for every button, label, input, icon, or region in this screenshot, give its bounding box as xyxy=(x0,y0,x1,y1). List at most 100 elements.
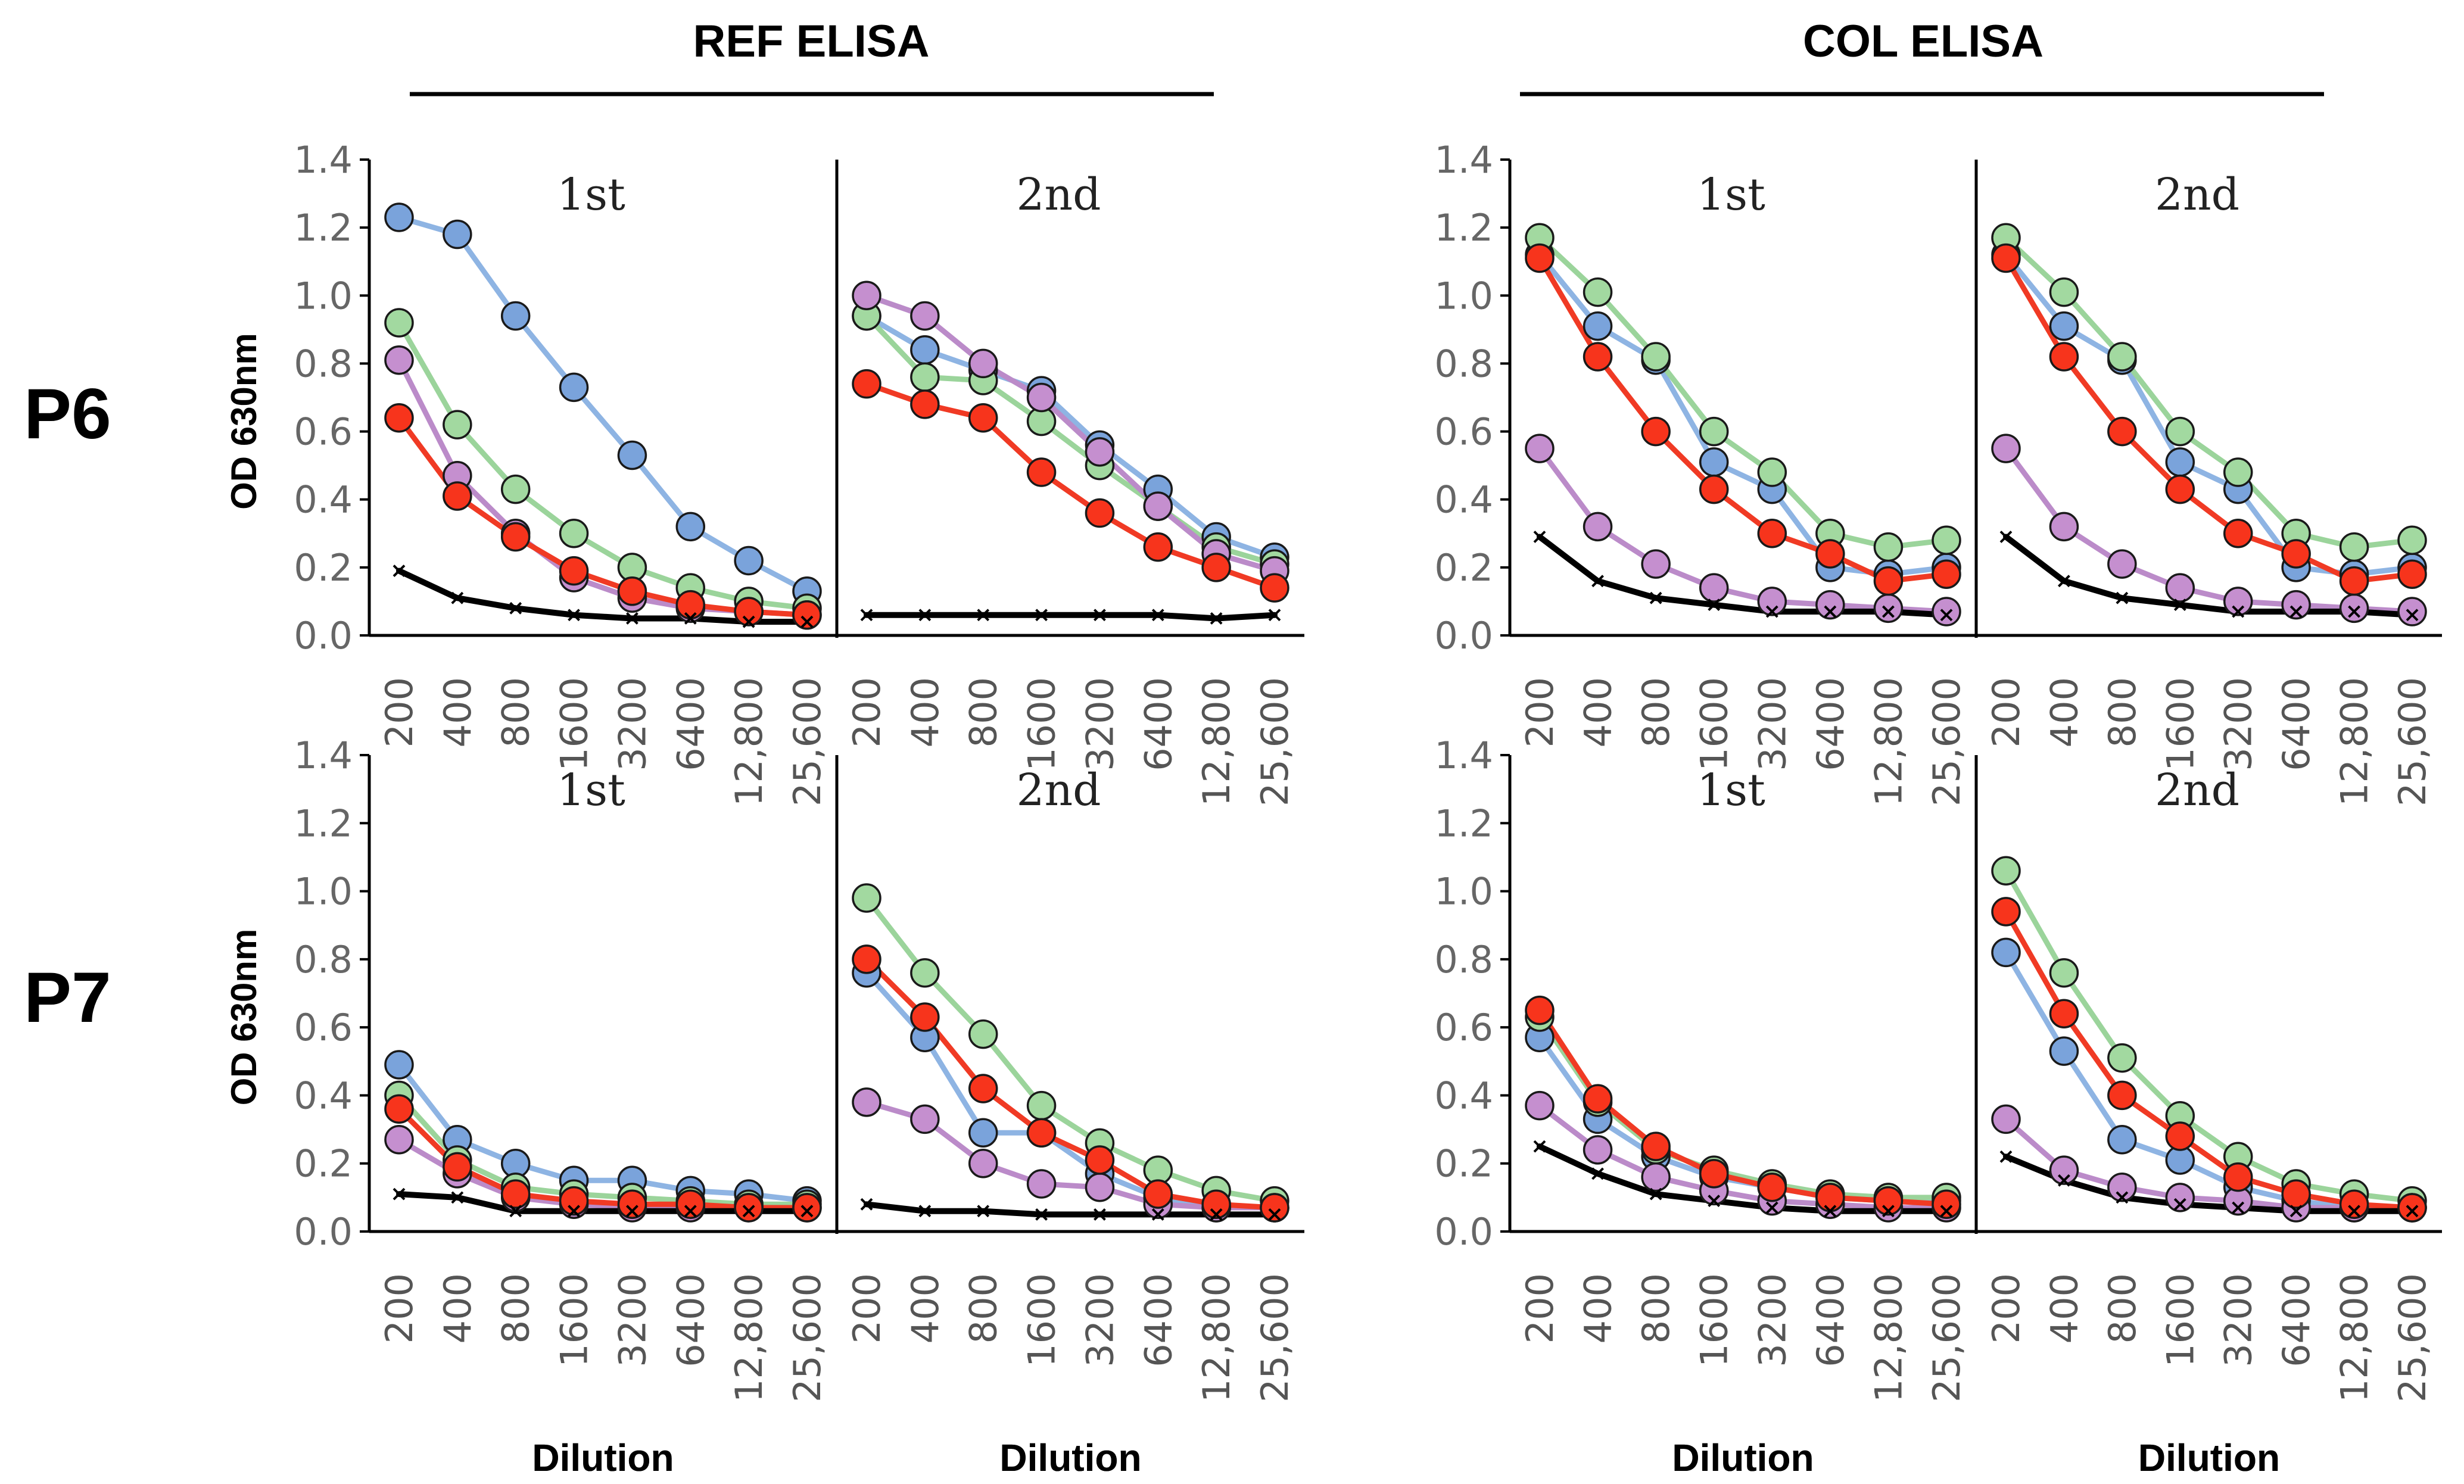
point-purple xyxy=(910,1104,940,1134)
point-control xyxy=(1999,1150,2013,1163)
point-control xyxy=(2406,1205,2419,1218)
y-tick-label: 1.2 xyxy=(294,802,353,845)
y-tick-label: 1.0 xyxy=(1434,274,1493,317)
point-red xyxy=(1201,553,1231,582)
point-red xyxy=(2281,539,2311,569)
point-purple xyxy=(1085,1172,1115,1202)
y-tick-label: 1.4 xyxy=(1434,138,1493,182)
point-control xyxy=(1649,1187,1662,1201)
point-green xyxy=(2107,1043,2137,1073)
point-red xyxy=(500,1179,531,1209)
y-tick-label: 0.6 xyxy=(1434,1006,1493,1049)
x-tick-label: 400 xyxy=(436,1273,479,1343)
point-green xyxy=(443,410,472,439)
point-red xyxy=(2107,416,2137,447)
series-line-control xyxy=(864,612,1278,622)
point-control xyxy=(2173,598,2186,612)
point-control xyxy=(918,1205,932,1218)
point-control xyxy=(1708,1195,1721,1207)
point-blue xyxy=(2049,311,2079,341)
x-axis-label: Dilution xyxy=(999,1436,1141,1479)
y-tick-label: 0.4 xyxy=(1434,1074,1493,1117)
point-purple xyxy=(2281,590,2311,620)
point-purple xyxy=(1699,573,1729,603)
x-tick-label: 1600 xyxy=(1693,1273,1736,1367)
point-green xyxy=(1991,856,2021,886)
point-red xyxy=(910,1002,940,1032)
x-tick-label: 200 xyxy=(845,677,889,747)
point-red xyxy=(443,1152,472,1182)
x-tick-label: 3200 xyxy=(2217,677,2260,771)
point-red xyxy=(968,1074,998,1103)
group-title-col-elisa: COL ELISA xyxy=(1803,16,2044,67)
point-purple xyxy=(1991,1104,2021,1134)
x-tick-label: 25,600 xyxy=(2391,1273,2434,1402)
point-red xyxy=(1260,573,1289,603)
x-tick-label: 200 xyxy=(1518,677,1562,747)
point-control xyxy=(1882,605,1895,618)
point-control xyxy=(2348,605,2360,618)
x-tick-label: 25,600 xyxy=(786,1273,829,1402)
point-green xyxy=(1583,277,1613,307)
x-axis-label: Dilution xyxy=(1672,1436,1814,1479)
point-red xyxy=(1641,1131,1671,1161)
point-red xyxy=(675,1189,706,1220)
point-control xyxy=(2058,1174,2070,1187)
point-purple xyxy=(968,348,998,379)
x-tick-label: 12,800 xyxy=(1195,677,1238,806)
point-control xyxy=(977,609,990,622)
point-green xyxy=(2049,277,2079,307)
point-control xyxy=(1999,531,2013,543)
x-tick-label: 400 xyxy=(904,677,947,747)
x-tick-label: 200 xyxy=(378,677,421,747)
x-tick-label: 12,800 xyxy=(1195,1273,1238,1402)
point-red xyxy=(910,389,940,419)
x-tick-label: 1600 xyxy=(553,1273,596,1367)
point-purple xyxy=(2107,1172,2137,1202)
point-green xyxy=(1026,1090,1057,1121)
point-red xyxy=(1583,1084,1613,1114)
point-control xyxy=(2289,605,2303,618)
point-red xyxy=(2397,559,2427,590)
x-axis-label: Dilution xyxy=(999,1436,1141,1479)
point-control xyxy=(626,612,638,625)
x-tick-label: 3200 xyxy=(1078,677,1122,771)
chart-ref-elisa-p7: 0.0 0.2 0.4 0.6 0.8 1.0 1.2 1.4 OD 630nm 1st 200 40… xyxy=(224,734,1304,1479)
point-blue xyxy=(734,545,764,576)
point-purple xyxy=(1026,1169,1057,1199)
group-title-ref-elisa: REF ELISA xyxy=(693,16,930,67)
point-blue xyxy=(384,202,414,232)
point-blue xyxy=(910,335,940,365)
point-control xyxy=(451,591,464,604)
panel-title: 2nd xyxy=(1016,765,1101,816)
y-tick-label: 0.0 xyxy=(294,614,353,657)
point-red xyxy=(1201,1189,1231,1220)
point-control xyxy=(451,1191,464,1204)
point-green xyxy=(384,308,414,338)
x-tick-label: 800 xyxy=(1634,1273,1678,1343)
x-tick-label: 6400 xyxy=(1136,677,1180,771)
point-control xyxy=(1591,575,1604,588)
point-green xyxy=(910,958,940,988)
x-tick-label: 25,600 xyxy=(786,677,829,806)
point-control xyxy=(1151,1208,1164,1221)
panel-title: 1st xyxy=(1697,169,1765,220)
y-tick-label: 0.4 xyxy=(294,1074,353,1117)
point-purple xyxy=(1143,491,1173,521)
x-tick-label: 200 xyxy=(1518,1273,1562,1343)
point-red xyxy=(2049,342,2079,372)
point-red xyxy=(1026,457,1057,487)
x-tick-label: 800 xyxy=(494,677,538,747)
x-tick-label: 200 xyxy=(1985,677,2028,747)
point-control xyxy=(1094,1208,1106,1221)
x-tick-label: 25,600 xyxy=(1253,1273,1297,1402)
point-purple xyxy=(1583,512,1613,542)
panel-title: 1st xyxy=(557,765,625,816)
point-purple xyxy=(2165,573,2195,603)
point-red xyxy=(1641,416,1671,447)
y-tick-label: 1.2 xyxy=(294,206,353,250)
point-blue xyxy=(675,512,706,542)
point-control xyxy=(800,615,814,628)
point-green xyxy=(2339,532,2369,562)
x-tick-label: 3200 xyxy=(610,1273,654,1367)
